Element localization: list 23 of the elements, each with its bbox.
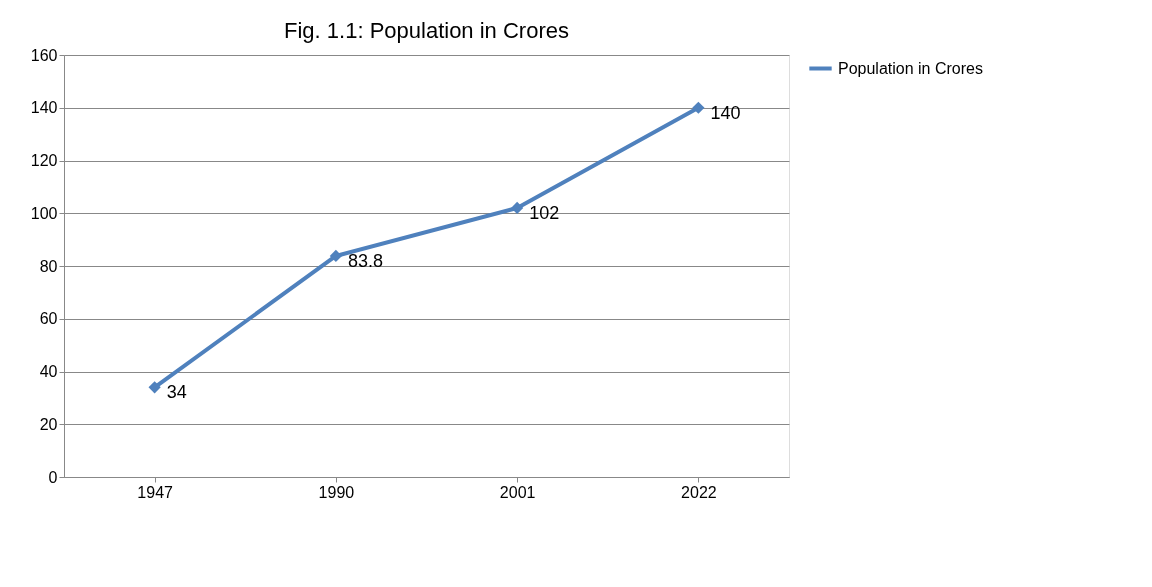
x-tick-label: 2022 xyxy=(681,483,717,501)
data-label: 34 xyxy=(166,382,187,403)
y-tick-label: 100 xyxy=(30,204,58,222)
data-label: 102 xyxy=(529,202,560,223)
y-tick-label: 80 xyxy=(39,257,58,275)
legend-label: Population in Crores xyxy=(838,59,983,77)
y-tick-label: 120 xyxy=(30,152,58,169)
y-tick-label: 160 xyxy=(30,46,58,64)
x-tick-label: 1990 xyxy=(318,483,355,501)
x-tick-label: 1947 xyxy=(137,483,174,501)
y-tick-label: 140 xyxy=(30,99,58,117)
point xyxy=(511,201,524,215)
y-tick-label: 60 xyxy=(39,310,58,328)
y-tick-label: 0 xyxy=(48,468,58,486)
data-label: 140 xyxy=(710,102,741,123)
y-tick-label: 40 xyxy=(39,363,58,380)
data-label: 83.8 xyxy=(347,250,383,271)
point xyxy=(692,101,705,114)
y-tick-label: 20 xyxy=(39,415,58,433)
x-tick-label: 2001 xyxy=(499,483,536,501)
point xyxy=(329,249,342,263)
point xyxy=(148,381,161,394)
chart-title: Fig. 1.1: Population in Crores xyxy=(284,18,569,43)
